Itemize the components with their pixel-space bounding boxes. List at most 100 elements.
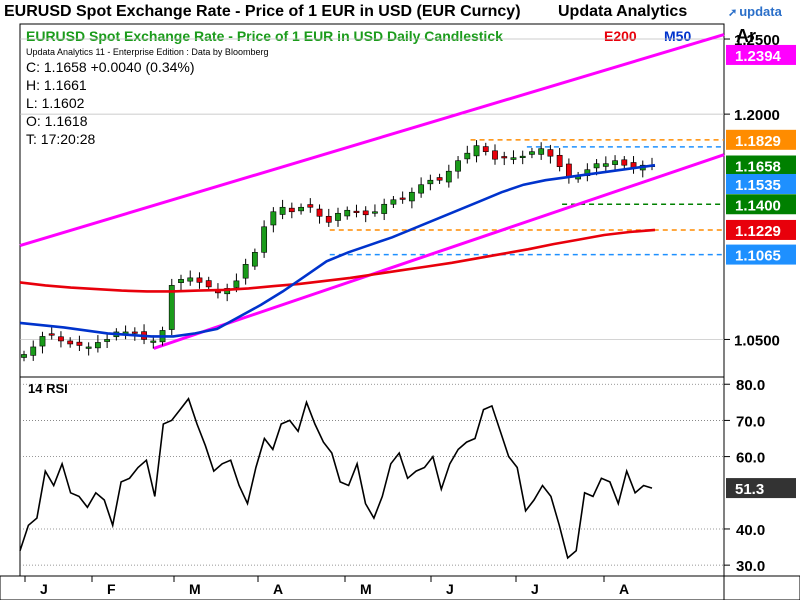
candle-body [104, 339, 111, 342]
chart-subtitle: Updata Analytics 11 - Enterprise Edition… [26, 47, 268, 57]
price-label-box [726, 129, 796, 150]
x-tick-label: J [40, 581, 48, 597]
price-label-box [726, 219, 796, 240]
rsi-last-box [726, 478, 796, 499]
candle-body [279, 206, 286, 215]
candle-body [233, 280, 240, 288]
candle-body [288, 207, 295, 213]
candle-body [251, 252, 258, 267]
x-tick-label: A [619, 581, 629, 597]
candle-body [58, 336, 64, 342]
candle-body [30, 346, 37, 356]
candle-body [187, 277, 194, 282]
rsi-line [19, 397, 653, 560]
candle-body [362, 210, 369, 216]
x-axis-bar [0, 575, 800, 600]
x-tick-label: A [273, 581, 283, 597]
candle-body [353, 210, 360, 213]
price-label-text: 1.2394 [735, 48, 782, 65]
candle-body [270, 211, 277, 226]
channel-lower-line [153, 153, 725, 350]
candle-body [602, 163, 609, 167]
channel-upper-line [19, 33, 725, 248]
legend-m50: M50 [664, 28, 691, 44]
candle-body [261, 226, 268, 253]
candle-body [455, 160, 461, 172]
candle-body [39, 336, 46, 347]
candle-body [473, 145, 480, 157]
candle-body [501, 156, 508, 159]
info-low: L: 1.1602 [26, 95, 85, 111]
candle-body [529, 151, 535, 155]
rsi-tick-label: 40.0 [736, 522, 765, 539]
candle-body [612, 160, 618, 165]
candle-body [538, 148, 545, 155]
m50-line [19, 163, 656, 338]
x-tick-label: F [107, 581, 116, 597]
candle-body [593, 163, 600, 169]
chart-title: EURUSD Spot Exchange Rate - Price of 1 E… [26, 28, 503, 44]
rsi-last-text: 51.3 [735, 481, 764, 498]
price-label-box [726, 244, 796, 265]
info-close: C: 1.1658 +0.0040 (0.34%) [26, 59, 195, 75]
price-label-box [726, 173, 796, 194]
rsi-title: 14 RSI [28, 381, 68, 396]
rsi-tick-label: 60.0 [736, 450, 765, 467]
candle-body [344, 209, 351, 217]
candle-body [316, 208, 323, 217]
corner-label: Ar [736, 26, 756, 46]
candle-body [372, 211, 378, 214]
candle-body [510, 157, 517, 160]
info-open: O: 1.1618 [26, 113, 88, 129]
candle-body [390, 199, 397, 205]
rsi-tick-label: 70.0 [736, 413, 765, 430]
candle-body [519, 155, 526, 158]
price-label-box [726, 155, 796, 176]
price-label-text: 1.1229 [735, 223, 781, 240]
candle-body [178, 279, 184, 283]
candle-body [325, 215, 332, 223]
candle-body [482, 146, 489, 152]
x-tick-label: J [531, 581, 539, 597]
candle-body [547, 149, 554, 157]
x-tick-label: M [189, 581, 201, 597]
candle-body [436, 177, 443, 181]
candle-body [381, 203, 388, 214]
x-tick-label: M [360, 581, 372, 597]
candle-body [307, 204, 314, 208]
info-time: T: 17:20:28 [26, 131, 95, 147]
price-panel [19, 23, 725, 378]
price-tick-label: 1.2000 [734, 107, 780, 124]
candle-body [445, 170, 452, 183]
price-label-text: 1.1658 [735, 159, 781, 176]
candle-body [205, 280, 212, 288]
candle-body [76, 341, 83, 346]
candle-body [335, 212, 341, 221]
candle-body [464, 152, 471, 160]
price-label-text: 1.1535 [735, 177, 781, 194]
candle-body [168, 285, 175, 330]
candle-body [94, 342, 101, 349]
candle-body [399, 197, 406, 200]
candle-body [418, 184, 425, 194]
window-title: EURUSD Spot Exchange Rate - Price of 1 E… [4, 3, 521, 20]
logo-text: updata [739, 4, 782, 19]
candle-body [131, 331, 138, 334]
candle-body [196, 277, 203, 283]
updata-logo: ➚ updata [728, 4, 782, 19]
candle-body [492, 150, 498, 160]
rsi-tick-label: 30.0 [736, 558, 765, 575]
candle-body [408, 191, 415, 202]
rsi-panel [19, 376, 725, 577]
title-bar: EURUSD Spot Exchange Rate - Price of 1 E… [0, 0, 800, 24]
candle-body [556, 154, 563, 168]
rsi-tick-label: 80.0 [736, 377, 765, 394]
candle-body [427, 179, 434, 185]
x-tick-label: J [446, 581, 454, 597]
legend-e200: E200 [604, 28, 637, 44]
price-label-text: 1.1400 [735, 197, 781, 214]
info-high: H: 1.1661 [26, 77, 87, 93]
updata-arrow-icon: ➚ [728, 7, 738, 19]
price-label-text: 1.1829 [735, 133, 781, 150]
